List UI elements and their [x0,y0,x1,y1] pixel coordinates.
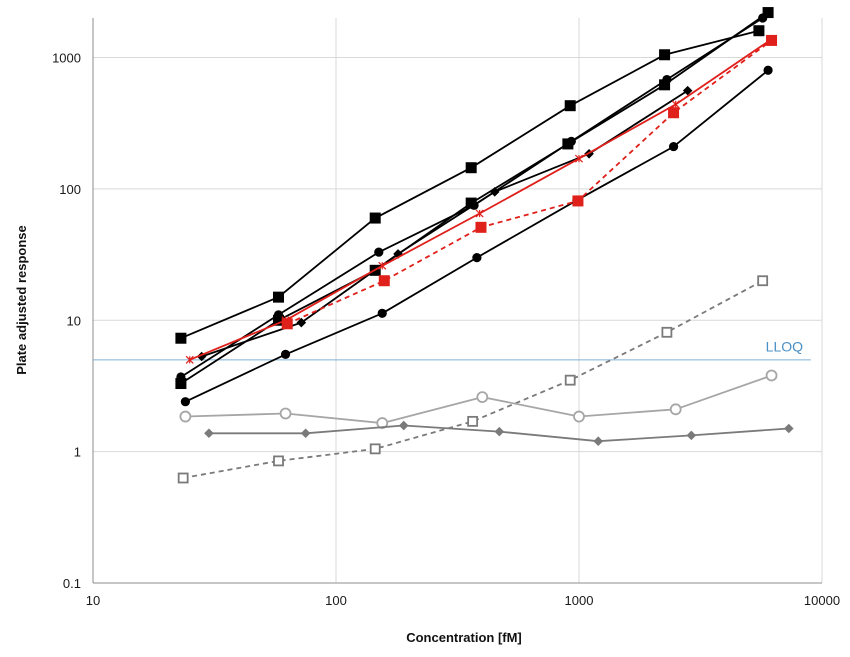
data-series [281,34,778,330]
data-point [762,7,774,19]
data-point [686,430,697,441]
data-point [659,79,671,91]
series-line [180,17,764,378]
data-point [369,212,381,224]
data-point [682,85,693,96]
data-point [377,308,387,318]
data-point [273,455,284,467]
data-point [296,317,307,328]
data-point [279,407,292,420]
data-series [175,25,765,344]
data-series [175,7,774,390]
data-point [659,49,671,61]
data-point [564,374,576,386]
data-point [175,332,187,344]
data-point [179,410,192,423]
y-tick-label: 1000 [52,51,81,66]
data-point [661,326,673,338]
y-tick-label: 1 [74,445,81,460]
data-point [494,426,505,437]
x-tick-label: 100 [325,593,347,608]
axes [92,18,822,584]
x-axis-title: Concentration [fM] [406,630,522,645]
annotations: LLOQ [766,338,803,354]
data-series [177,275,769,484]
data-point [273,291,285,303]
data-point [475,221,487,233]
series-line [183,279,764,479]
data-point [177,472,189,484]
data-point [574,154,584,163]
data-point [669,403,682,416]
data-point [180,397,190,407]
data-point [476,391,489,404]
data-point [281,318,293,330]
data-point [763,65,773,75]
data-point [671,100,680,109]
series-group [175,7,794,484]
data-point [572,195,584,207]
data-point [465,162,477,174]
data-point [185,355,194,364]
y-tick-label: 10 [67,313,81,328]
data-point [369,443,381,455]
gridlines [93,18,823,583]
data-point [273,314,285,326]
y-tick-label: 100 [59,182,81,197]
data-point [765,369,778,382]
data-point [564,100,576,112]
x-tick-label: 10 [86,593,100,608]
data-point [472,252,482,263]
data-point [783,423,794,434]
data-point [374,247,384,257]
data-point [593,436,604,447]
data-point [668,107,680,119]
data-point [475,209,484,218]
data-point [753,25,765,37]
data-point [175,378,187,390]
data-point [467,415,479,427]
x-tick-label: 1000 [565,593,594,608]
data-point [766,34,778,46]
data-series [180,65,773,407]
data-point [573,410,585,423]
data-point [465,197,477,209]
data-point [562,138,574,150]
data-point [489,187,500,197]
tick-labels: 10 100 1000 10000 0.1 1 10 100 1000 [52,51,840,608]
data-point [378,261,387,270]
x-tick-label: 10000 [804,593,840,608]
data-series [204,420,794,447]
data-point [398,420,409,431]
data-point [300,428,311,439]
data-point [204,428,214,439]
data-point [280,349,291,359]
data-point [378,275,390,287]
lloq-label: LLOQ [766,338,803,354]
data-point [196,351,207,362]
data-point [668,141,679,152]
y-tick-label: 0.1 [63,576,81,591]
series-line [185,69,769,403]
data-point [757,275,769,287]
y-axis-title: Plate adjusted response [14,225,29,375]
data-series [179,369,778,429]
